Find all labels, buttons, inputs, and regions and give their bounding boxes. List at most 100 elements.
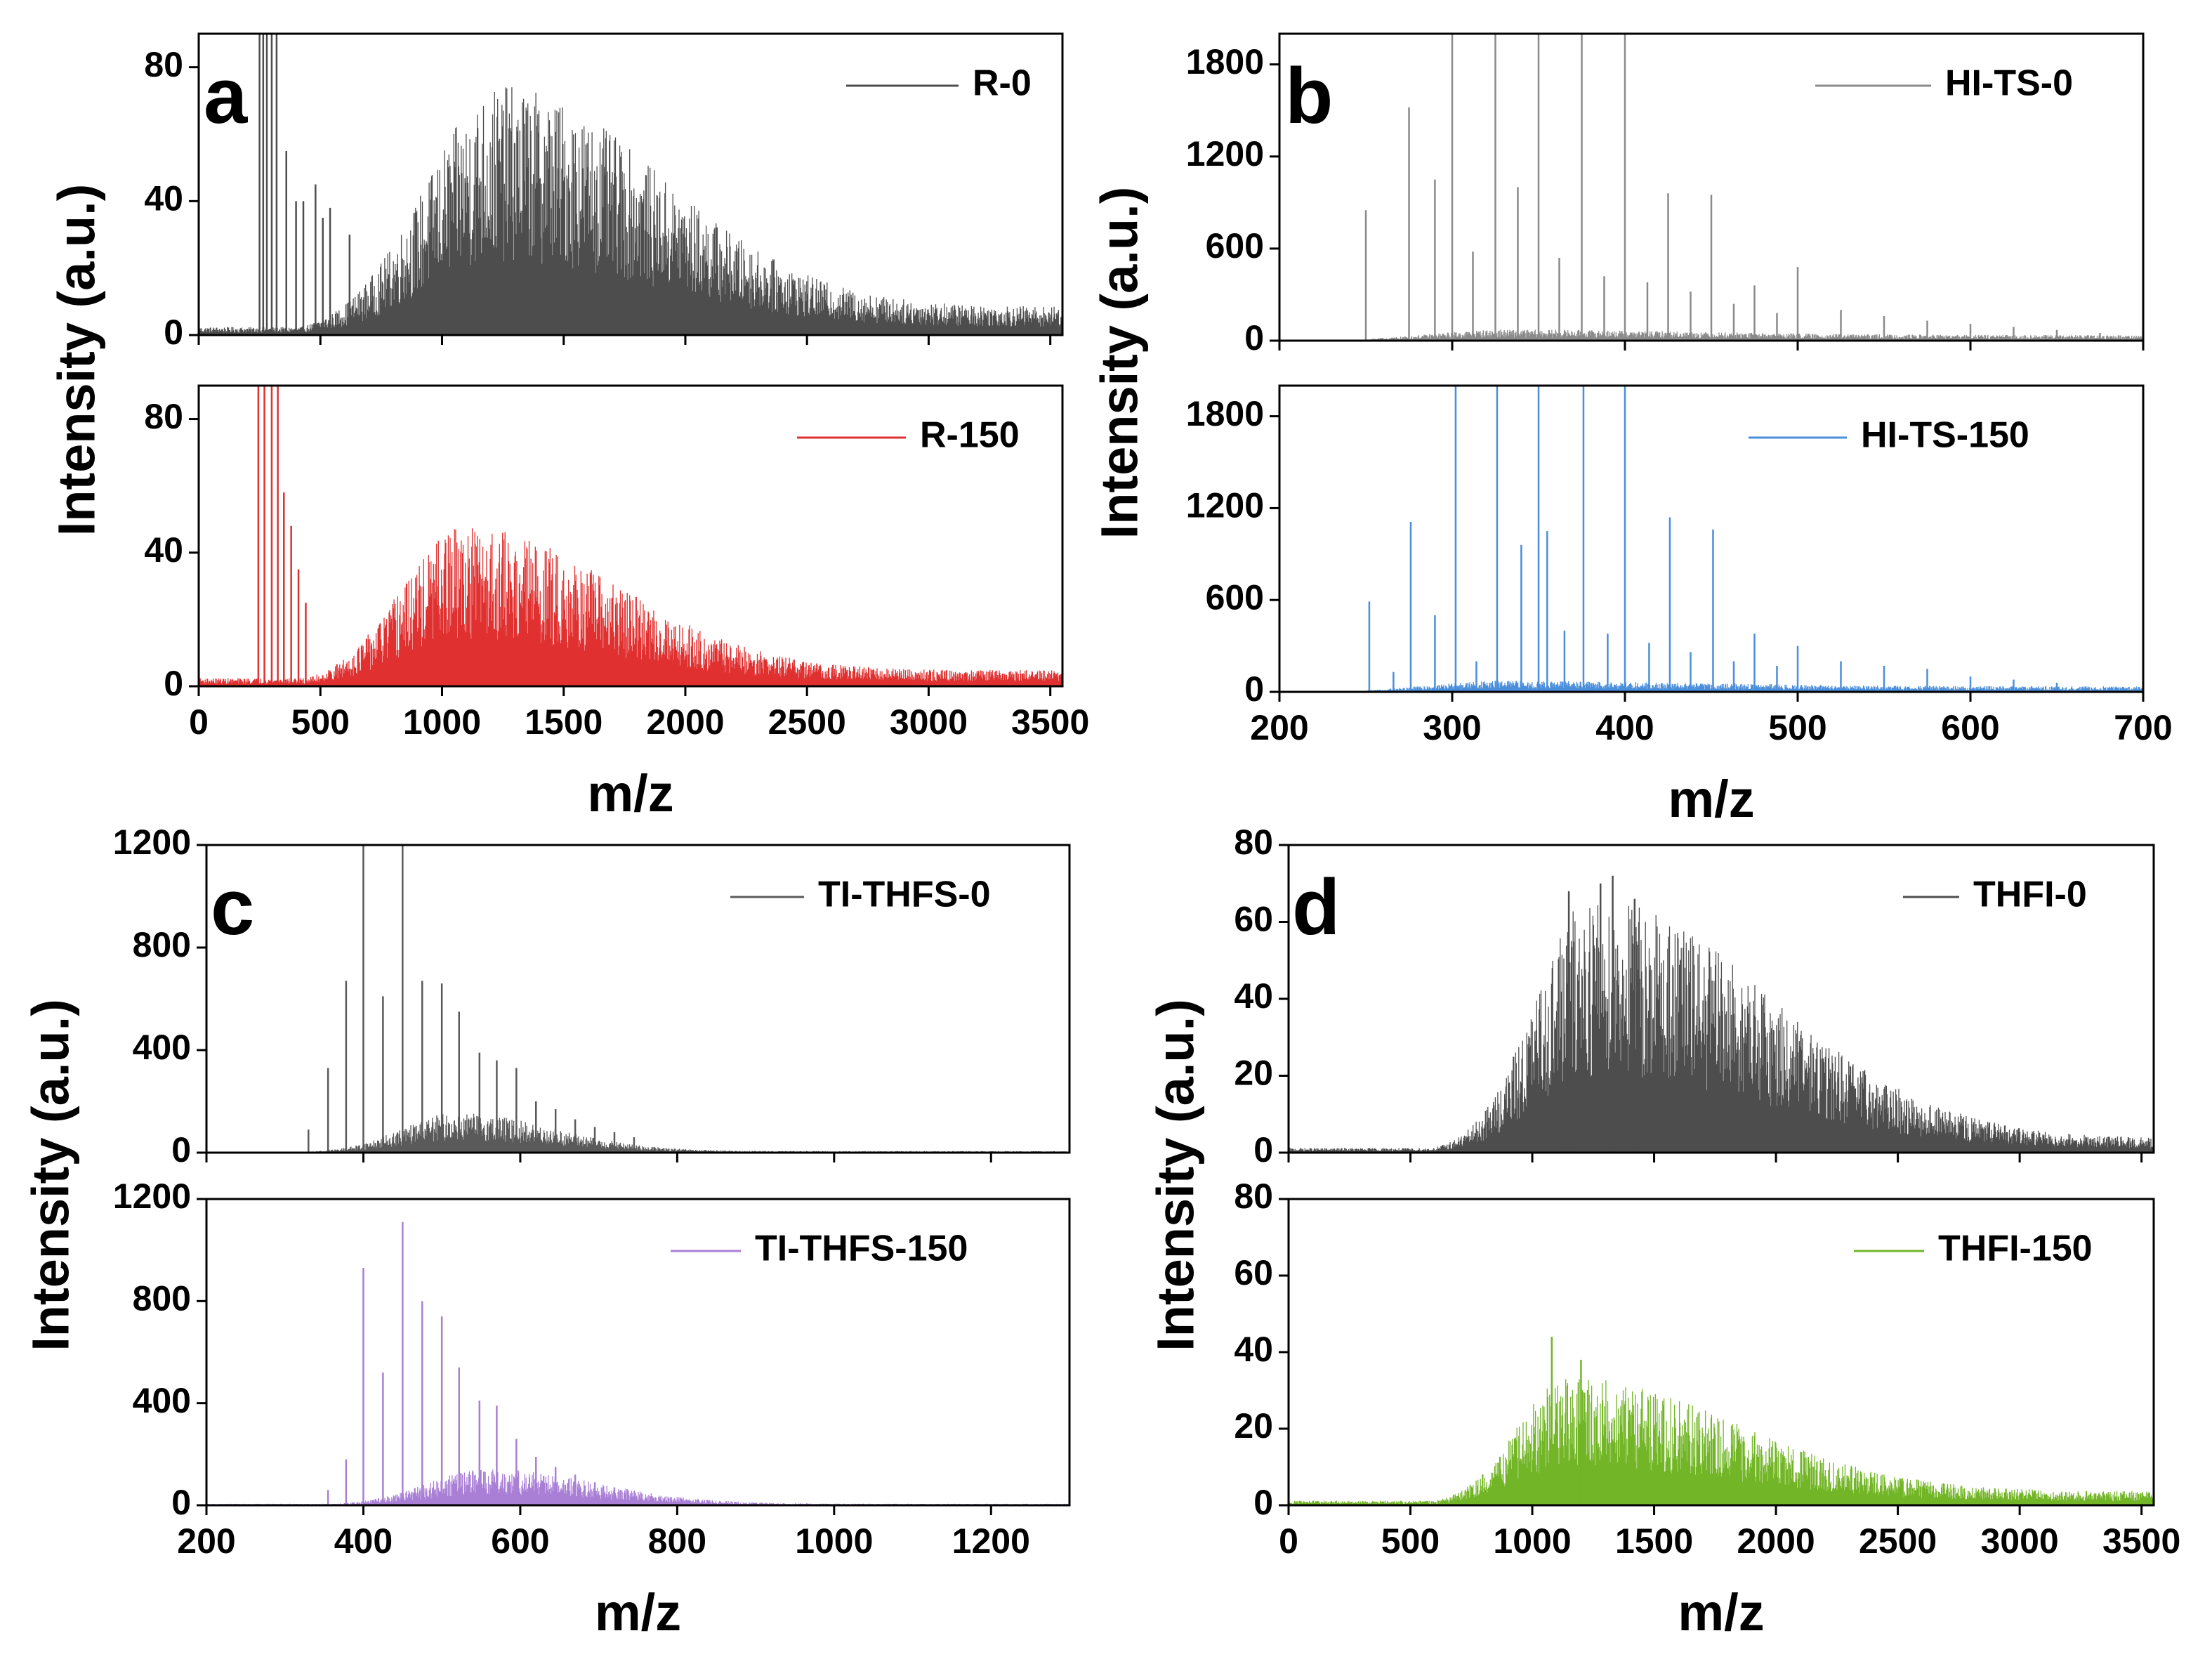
x-tick-label: 200 xyxy=(177,1521,235,1561)
y-tick-label: 0 xyxy=(171,1130,191,1170)
x-tick-label: 1200 xyxy=(952,1521,1030,1561)
plot-frame xyxy=(205,1198,1071,1507)
x-tick-label: 2000 xyxy=(646,702,724,742)
x-tick-label: 2500 xyxy=(768,702,846,742)
y-tick-label: 40 xyxy=(1234,976,1273,1016)
plot-frame xyxy=(197,384,1064,688)
legend-label: TI-THFS-150 xyxy=(755,1229,968,1269)
legend-label: HI-TS-0 xyxy=(1945,63,2073,104)
x-tick-label: 600 xyxy=(1941,708,1999,747)
plot-frame xyxy=(205,844,1071,1154)
plot-frame xyxy=(197,32,1064,336)
y-tick-label: 60 xyxy=(1234,1253,1273,1292)
y-tick-label: 80 xyxy=(1234,823,1273,862)
y-tick-label: 1200 xyxy=(1186,486,1264,525)
y-axis-title: Intensity (a.u.) xyxy=(22,999,80,1351)
y-axis-title: Intensity (a.u.) xyxy=(48,184,106,537)
y-tick-label: 800 xyxy=(133,925,191,964)
y-tick-label: 1200 xyxy=(1186,134,1264,173)
y-tick-label: 80 xyxy=(1234,1177,1273,1216)
y-tick-label: 1800 xyxy=(1186,42,1264,81)
x-tick-label: 700 xyxy=(2114,708,2172,747)
y-tick-label: 0 xyxy=(164,664,183,703)
x-tick-label: 400 xyxy=(1595,708,1654,747)
legend-label: THFI-150 xyxy=(1938,1229,2093,1269)
legend-label: R-150 xyxy=(920,415,1020,456)
y-tick-label: 0 xyxy=(164,313,183,352)
spectrum-trace xyxy=(206,1469,1069,1505)
panel-letter: a xyxy=(204,52,248,140)
panel-d: d Intensity (a.u.) m/z 0 20 40 60 80 THFI-0 0 20 40… xyxy=(1147,823,2181,1642)
x-tick-label: 2000 xyxy=(1737,1521,1815,1561)
x-axis-title: m/z xyxy=(587,764,673,823)
y-tick-label: 0 xyxy=(1253,1130,1273,1170)
y-tick-label: 60 xyxy=(1234,900,1273,939)
x-tick-label: 500 xyxy=(1768,708,1826,747)
y-tick-label: 80 xyxy=(144,45,183,84)
legend-label: R-0 xyxy=(973,63,1032,104)
x-axis-title: m/z xyxy=(595,1583,681,1642)
y-tick-label: 0 xyxy=(1253,1483,1273,1522)
y-tick-label: 80 xyxy=(144,397,183,436)
panel-b: b Intensity (a.u.) m/z 0 600 1200 1800 HI-TS-0 0… xyxy=(1091,32,2173,828)
x-tick-label: 1000 xyxy=(1493,1521,1571,1561)
x-tick-label: 500 xyxy=(1381,1521,1440,1561)
y-tick-label: 0 xyxy=(1244,318,1264,358)
subplot-THFI-150: 0 20 40 60 80 0 500 1000 1500 2000 2500 3000 3500 THF… xyxy=(1234,1177,2180,1561)
panel-letter: c xyxy=(211,863,254,951)
x-tick-label: 1500 xyxy=(1615,1521,1693,1561)
y-tick-label: 40 xyxy=(144,179,183,218)
spectrum-trace xyxy=(1289,905,2154,1153)
panel-letter: d xyxy=(1292,863,1340,951)
panel-letter: b xyxy=(1285,52,1333,140)
y-tick-label: 600 xyxy=(1206,577,1264,617)
spectrum-trace xyxy=(206,1113,1069,1153)
y-tick-label: 600 xyxy=(1206,226,1264,266)
x-tick-label: 1500 xyxy=(525,702,603,742)
y-tick-label: 1800 xyxy=(1186,394,1264,433)
spectrum-trace xyxy=(1289,1379,2154,1505)
x-axis-title: m/z xyxy=(1678,1583,1764,1642)
x-tick-label: 400 xyxy=(334,1521,393,1561)
plot-frame xyxy=(1278,384,2145,693)
y-tick-label: 400 xyxy=(133,1028,191,1067)
panel-c: c Intensity (a.u.) m/z 0 400 800 1200 TI-THFS-0… xyxy=(22,823,1071,1642)
subplot-TI-THFS-0: 0 400 800 1200 TI-THFS-0 xyxy=(113,823,1071,1170)
legend-label: TI-THFS-0 xyxy=(818,874,991,915)
y-tick-label: 1200 xyxy=(113,823,191,862)
x-tick-label: 600 xyxy=(491,1521,549,1561)
x-tick-label: 200 xyxy=(1250,708,1308,747)
x-tick-label: 3500 xyxy=(1011,702,1089,742)
plot-frame xyxy=(1278,32,2145,342)
y-tick-label: 0 xyxy=(171,1483,191,1522)
legend-label: HI-TS-150 xyxy=(1861,415,2029,456)
y-axis-title: Intensity (a.u.) xyxy=(1147,999,1205,1351)
y-tick-label: 800 xyxy=(133,1279,191,1318)
x-tick-label: 3000 xyxy=(890,702,968,742)
subplot-R-0: 0 40 80 R-0 xyxy=(144,32,1064,352)
y-tick-label: 40 xyxy=(144,530,183,570)
y-tick-label: 1200 xyxy=(113,1177,191,1216)
subplot-R-150: 0 40 80 0 500 1000 1500 2000 2500 3000 3500 R-150 xyxy=(144,384,1089,742)
x-tick-label: 800 xyxy=(648,1521,706,1561)
y-axis-title: Intensity (a.u.) xyxy=(1091,187,1149,539)
x-tick-label: 2500 xyxy=(1859,1521,1937,1561)
subplot-THFI-0: 0 20 40 60 80 THFI-0 xyxy=(1234,823,2155,1170)
panel-a: a Intensity (a.u.) m/z 0 40 80 R-0 0 40 80 0 500 100… xyxy=(48,32,1089,823)
x-axis-title: m/z xyxy=(1668,770,1754,828)
x-tick-label: 1000 xyxy=(403,702,481,742)
spectrum-trace xyxy=(199,87,1062,335)
subplot-HI-TS-150: 0 600 1200 1800 200 300 400 500 600 700 HI-TS-150 xyxy=(1186,384,2173,747)
legend-label: THFI-0 xyxy=(1973,874,2087,915)
spectrum-trace xyxy=(199,528,1062,686)
x-tick-label: 0 xyxy=(189,702,209,742)
y-tick-label: 400 xyxy=(133,1381,191,1420)
x-tick-label: 500 xyxy=(291,702,350,742)
y-tick-label: 0 xyxy=(1244,669,1264,709)
x-tick-label: 1000 xyxy=(795,1521,873,1561)
x-tick-label: 300 xyxy=(1423,708,1481,747)
y-tick-label: 40 xyxy=(1234,1330,1273,1369)
x-tick-label: 0 xyxy=(1279,1521,1298,1561)
subplot-TI-THFS-150: 0 400 800 1200 200 400 600 800 1000 1200 TI-THFS-1… xyxy=(113,1177,1071,1561)
